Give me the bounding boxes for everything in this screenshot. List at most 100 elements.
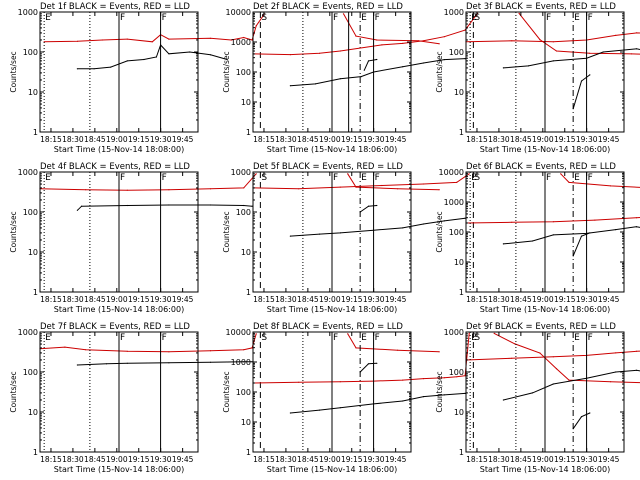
data-point: [360, 76, 362, 78]
y-tick-label: 1000: [18, 168, 38, 177]
x-tick-label: 18:30: [62, 295, 84, 304]
data-point: [580, 235, 583, 237]
y-tick-label: 1000: [444, 328, 464, 337]
data-point: [251, 39, 253, 41]
data-point: [209, 37, 212, 39]
data-point: [289, 54, 291, 56]
marker-label: F: [333, 173, 338, 183]
lld-series-line: [465, 350, 640, 361]
data-point: [555, 368, 558, 370]
data-point: [209, 204, 212, 206]
x-tick-label: 19:30: [576, 295, 598, 304]
x-tick-label: 19:00: [532, 455, 554, 464]
y-tick-label: 1: [459, 288, 464, 297]
data-point: [81, 205, 83, 207]
x-axis-label: Start Time (15-Nov-14 18:06:00): [267, 145, 397, 154]
marker-label: F: [588, 173, 593, 183]
data-point: [110, 66, 112, 68]
data-point: [367, 60, 370, 62]
marker-label: S: [261, 173, 267, 183]
marker-label: S: [261, 333, 267, 343]
data-point: [105, 363, 108, 365]
x-axis-label: Start Time (15-Nov-14 18:06:00): [267, 465, 397, 474]
events-series-line: [77, 204, 253, 211]
x-tick-label: 19:00: [532, 135, 554, 144]
data-point: [514, 343, 516, 345]
x-tick-label: 19:15: [341, 135, 363, 144]
events-series-line: [77, 361, 253, 366]
data-point: [376, 58, 378, 61]
data-point: [168, 204, 170, 206]
data-point: [76, 364, 78, 366]
panel-title: Det 8f BLACK = Events, RED = LLD: [253, 322, 403, 332]
data-point: [635, 217, 638, 219]
data-point: [552, 356, 554, 358]
data-point: [298, 381, 300, 383]
marker-label: S: [261, 13, 267, 23]
data-point: [531, 392, 534, 394]
x-tick-label: 18:15: [253, 135, 275, 144]
data-point: [402, 400, 404, 402]
data-point: [126, 362, 128, 364]
y-tick-label: 10: [241, 248, 251, 257]
x-tick-label: 19:15: [341, 295, 363, 304]
events-series-line: [572, 412, 591, 429]
data-point: [155, 56, 157, 58]
x-tick-label: 18:15: [40, 455, 62, 464]
x-tick-label: 19:15: [554, 455, 576, 464]
x-tick-label: 19:45: [172, 135, 194, 144]
panel-title: Det 6f BLACK = Events, RED = LLD: [466, 162, 616, 172]
data-point: [376, 39, 378, 41]
data-point: [552, 234, 554, 236]
data-point: [635, 48, 638, 50]
data-point: [635, 32, 638, 34]
lld-series-line: [343, 13, 440, 45]
data-point: [615, 371, 617, 373]
panel-title: Det 4f BLACK = Events, RED = LLD: [40, 162, 190, 172]
data-point: [339, 232, 341, 234]
lld-series-line: [347, 333, 440, 353]
data-point: [339, 78, 341, 80]
x-tick-label: 18:45: [297, 135, 319, 144]
data-point: [464, 217, 466, 219]
data-point: [255, 173, 257, 175]
data-point: [402, 379, 404, 381]
data-point: [464, 392, 466, 394]
marker-label: E: [574, 333, 580, 343]
x-tick-label: 18:45: [84, 455, 106, 464]
plot-frame: [39, 331, 199, 453]
data-point: [468, 173, 470, 175]
lld-series-line: [465, 217, 640, 224]
data-point: [552, 60, 554, 62]
x-tick-label: 19:45: [172, 455, 194, 464]
x-tick-label: 18:45: [297, 455, 319, 464]
plot-frame: [39, 11, 199, 133]
x-tick-label: 19:30: [576, 455, 598, 464]
events-series-line: [363, 59, 377, 71]
y-tick-label: 1000: [231, 168, 251, 177]
data-point: [314, 83, 316, 85]
y-tick-label: 1000: [231, 358, 251, 367]
data-point: [251, 205, 253, 207]
data-point: [255, 333, 257, 335]
data-point: [168, 38, 170, 40]
marker-label: F: [333, 333, 338, 343]
data-point: [397, 188, 399, 190]
x-tick-label: 18:30: [275, 455, 297, 464]
y-axis-label: Counts/sec: [222, 371, 231, 412]
panel-title: Det 2f BLACK = Events, RED = LLD: [253, 2, 403, 12]
data-point: [493, 332, 495, 334]
x-tick-label: 19:30: [150, 455, 172, 464]
data-point: [168, 189, 170, 191]
data-point: [298, 188, 300, 190]
marker-label: F: [162, 13, 167, 23]
data-point: [594, 219, 596, 221]
marker-label: F: [162, 333, 167, 343]
data-point: [209, 54, 212, 56]
plot-frame: [465, 331, 625, 453]
x-tick-label: 19:00: [319, 295, 341, 304]
y-tick-label: 10: [28, 248, 38, 257]
marker-label: E: [45, 173, 51, 183]
x-tick-label: 19:00: [319, 135, 341, 144]
